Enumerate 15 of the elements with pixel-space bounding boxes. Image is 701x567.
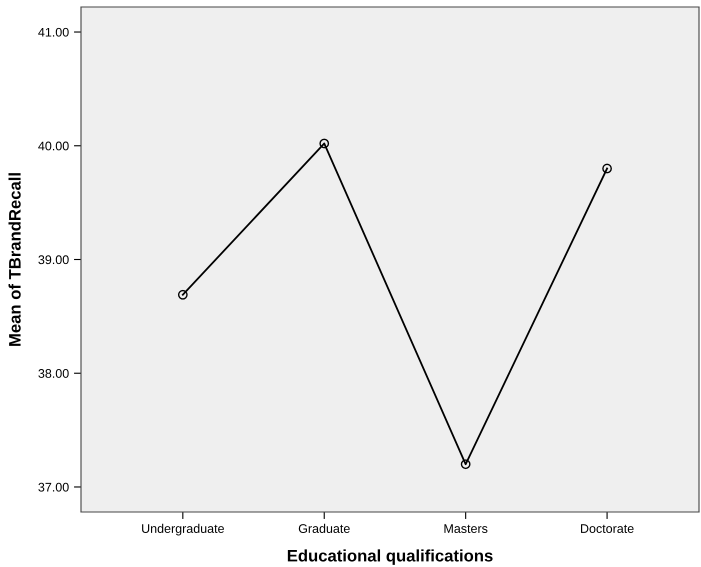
- y-tick-label: 37.00: [38, 482, 69, 492]
- y-tick-label: 41.00: [38, 28, 69, 37]
- y-tick-label: 38.00: [38, 369, 69, 378]
- x-tick-label: Graduate: [298, 524, 350, 533]
- x-tick-label: Masters: [444, 524, 488, 533]
- y-tick-label: 39.00: [38, 255, 69, 264]
- point: [178, 290, 188, 300]
- point: [460, 459, 471, 470]
- y-axis-title: Mean of TBrandRecall: [8, 173, 21, 346]
- x-tick-label: Doctorate: [581, 524, 634, 533]
- point: [602, 164, 612, 174]
- y-tick-label: 40.00: [38, 142, 69, 150]
- point: [319, 138, 330, 148]
- x-tick-label: Undergraduate: [142, 524, 224, 536]
- x-axis-title: Educational qualifications: [288, 549, 493, 565]
